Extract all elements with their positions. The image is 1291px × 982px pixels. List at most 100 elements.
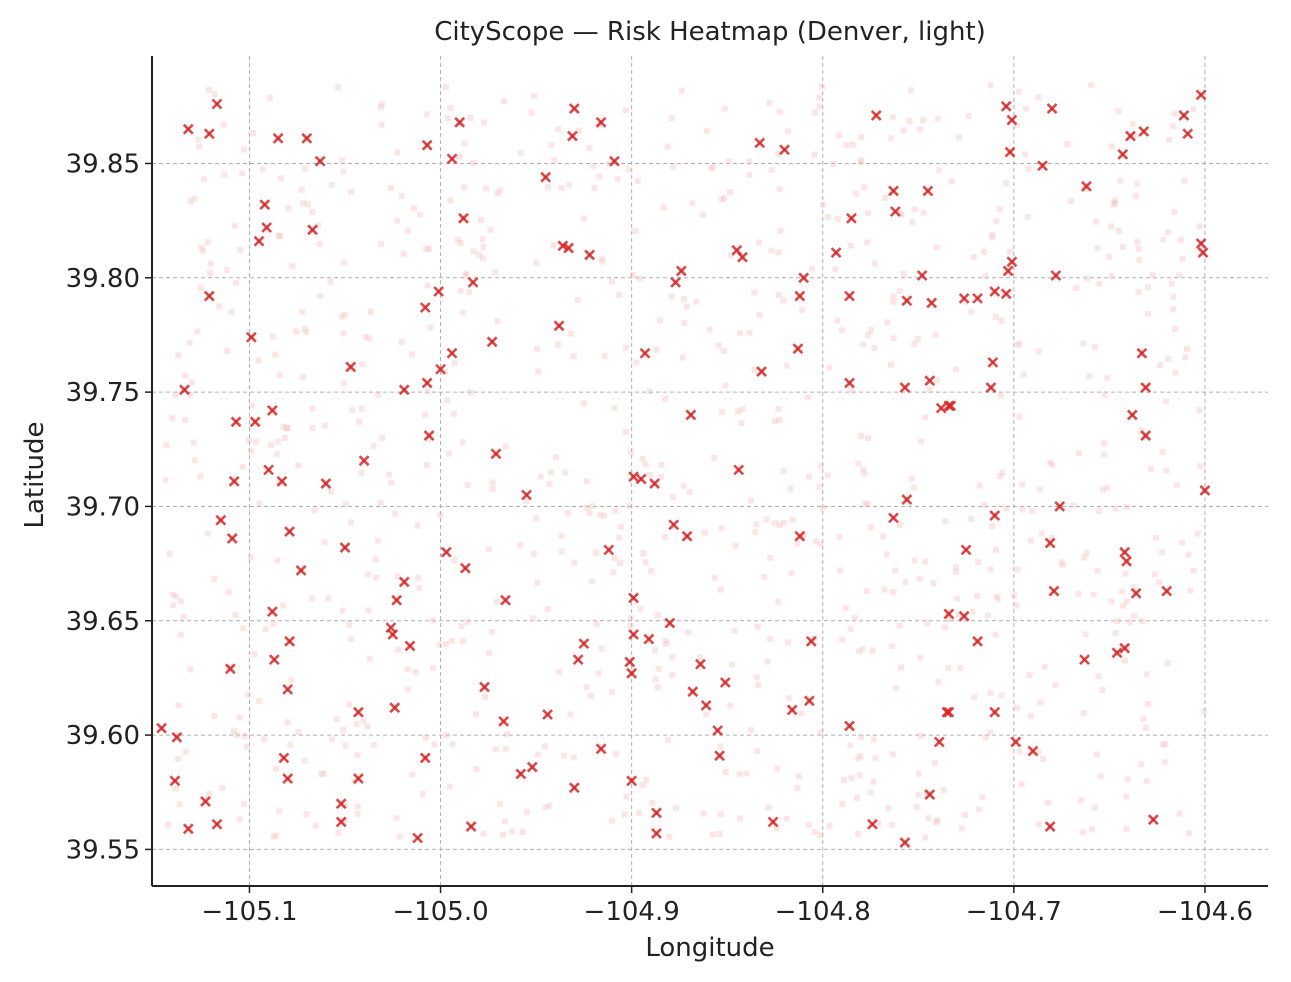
background-marker: [187, 391, 194, 398]
background-marker: [1096, 280, 1103, 287]
background-marker: [1080, 340, 1087, 347]
background-marker: [280, 423, 287, 430]
background-marker: [718, 525, 725, 532]
background-marker: [610, 569, 617, 576]
data-point: [1004, 146, 1016, 158]
background-marker: [417, 211, 424, 218]
data-point: [335, 798, 347, 810]
background-marker: [896, 288, 903, 295]
background-marker: [459, 439, 466, 446]
data-point: [1002, 265, 1014, 277]
background-marker: [289, 263, 296, 270]
background-marker: [340, 727, 347, 734]
data-point: [595, 116, 607, 128]
background-marker: [747, 497, 754, 504]
data-point: [1050, 270, 1062, 281]
data-point: [1119, 642, 1131, 654]
background-marker: [816, 94, 823, 101]
background-marker: [920, 117, 927, 124]
data-point: [440, 546, 452, 558]
background-marker: [533, 259, 540, 266]
data-point: [830, 247, 842, 259]
background-marker: [236, 816, 243, 823]
background-marker: [775, 150, 782, 157]
background-marker: [1019, 481, 1026, 488]
axes: [151, 56, 1268, 887]
data-point: [1136, 347, 1148, 359]
background-marker: [570, 754, 577, 761]
background-marker: [293, 328, 300, 335]
background-marker: [606, 160, 613, 167]
background-marker: [531, 92, 538, 99]
background-marker: [1165, 136, 1172, 143]
background-marker: [1144, 701, 1151, 708]
background-marker: [456, 153, 463, 160]
data-point: [989, 706, 1001, 718]
background-marker: [788, 570, 795, 577]
background-marker: [598, 645, 605, 652]
background-marker: [634, 177, 641, 184]
background-marker: [1120, 602, 1127, 609]
background-marker: [621, 811, 628, 818]
background-marker: [1119, 244, 1126, 251]
data-point: [412, 832, 424, 844]
data-point: [687, 686, 699, 698]
background-marker: [657, 473, 664, 480]
background-marker: [473, 766, 480, 773]
data-point: [985, 382, 997, 393]
data-point: [568, 103, 580, 115]
background-marker: [968, 308, 975, 315]
background-marker: [858, 134, 865, 141]
background-marker: [1135, 289, 1142, 296]
background-marker: [668, 293, 675, 300]
data-point: [1199, 485, 1211, 496]
background-marker: [1187, 587, 1194, 594]
background-marker: [649, 800, 656, 807]
background-marker: [673, 805, 680, 812]
background-marker: [1081, 554, 1088, 561]
background-marker: [709, 831, 716, 838]
background-marker: [680, 482, 687, 489]
background-marker: [775, 249, 782, 256]
data-markers: [156, 89, 1211, 848]
y-tick-label: 39.65: [66, 607, 140, 637]
background-marker: [394, 149, 401, 156]
data-point: [352, 706, 364, 718]
background-marker: [942, 518, 949, 525]
background-marker: [1122, 570, 1129, 577]
data-point: [266, 606, 278, 618]
background-marker: [918, 438, 925, 445]
background-marker: [883, 551, 890, 558]
background-marker: [267, 441, 274, 448]
data-point: [421, 377, 433, 389]
background-marker: [545, 184, 552, 191]
background-marker: [436, 641, 443, 648]
background-marker: [301, 757, 308, 764]
background-marker: [1086, 373, 1093, 380]
background-marker: [480, 119, 487, 126]
data-point: [1178, 110, 1190, 121]
data-point: [1044, 821, 1056, 832]
data-point: [215, 514, 227, 526]
data-point: [1197, 247, 1209, 259]
background-marker: [273, 832, 280, 839]
background-marker: [817, 540, 824, 547]
background-marker: [278, 175, 285, 182]
data-point: [253, 235, 265, 247]
background-marker: [347, 519, 354, 526]
background-marker: [1058, 559, 1065, 566]
background-marker: [1048, 534, 1055, 541]
background-marker: [857, 752, 864, 759]
background-marker: [636, 809, 643, 816]
background-marker: [211, 713, 218, 720]
data-point: [1006, 256, 1018, 268]
background-marker: [528, 109, 535, 116]
background-marker: [1027, 712, 1034, 719]
background-marker: [300, 200, 307, 207]
data-point: [1182, 128, 1194, 140]
background-marker: [865, 332, 872, 339]
data-point: [295, 565, 307, 576]
data-point: [933, 736, 945, 748]
data-point: [335, 816, 347, 828]
background-marker: [743, 770, 750, 777]
